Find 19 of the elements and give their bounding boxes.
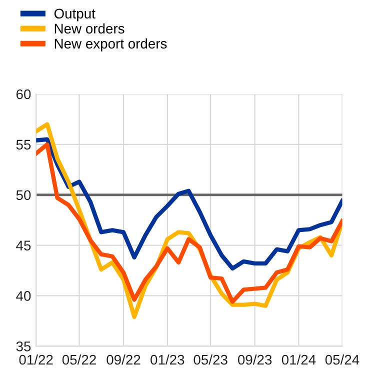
y-tick-label: 60 — [16, 89, 31, 100]
x-tick-label: 05/24 — [325, 354, 360, 365]
y-tick-label: 40 — [16, 291, 31, 301]
y-tick-label: 35 — [16, 341, 31, 352]
legend-label: New orders — [54, 23, 124, 34]
y-tick-label: 45 — [16, 240, 31, 250]
legend-label: New export orders — [54, 38, 167, 52]
x-tick-label: 05/22 — [62, 354, 96, 365]
y-tick-label: 50 — [16, 190, 31, 200]
x-tick-label: 01/23 — [150, 354, 184, 365]
x-tick-label: 01/24 — [282, 354, 316, 365]
x-tick-label: 09/23 — [238, 354, 272, 365]
x-tick-label: 01/22 — [19, 354, 53, 365]
y-tick-label: 55 — [16, 140, 31, 150]
x-tick-label: 05/23 — [194, 354, 228, 365]
line-series — [36, 137, 342, 271]
line-series — [36, 142, 342, 304]
x-tick-label: 09/22 — [106, 354, 140, 365]
legend-label: Output — [54, 8, 96, 22]
